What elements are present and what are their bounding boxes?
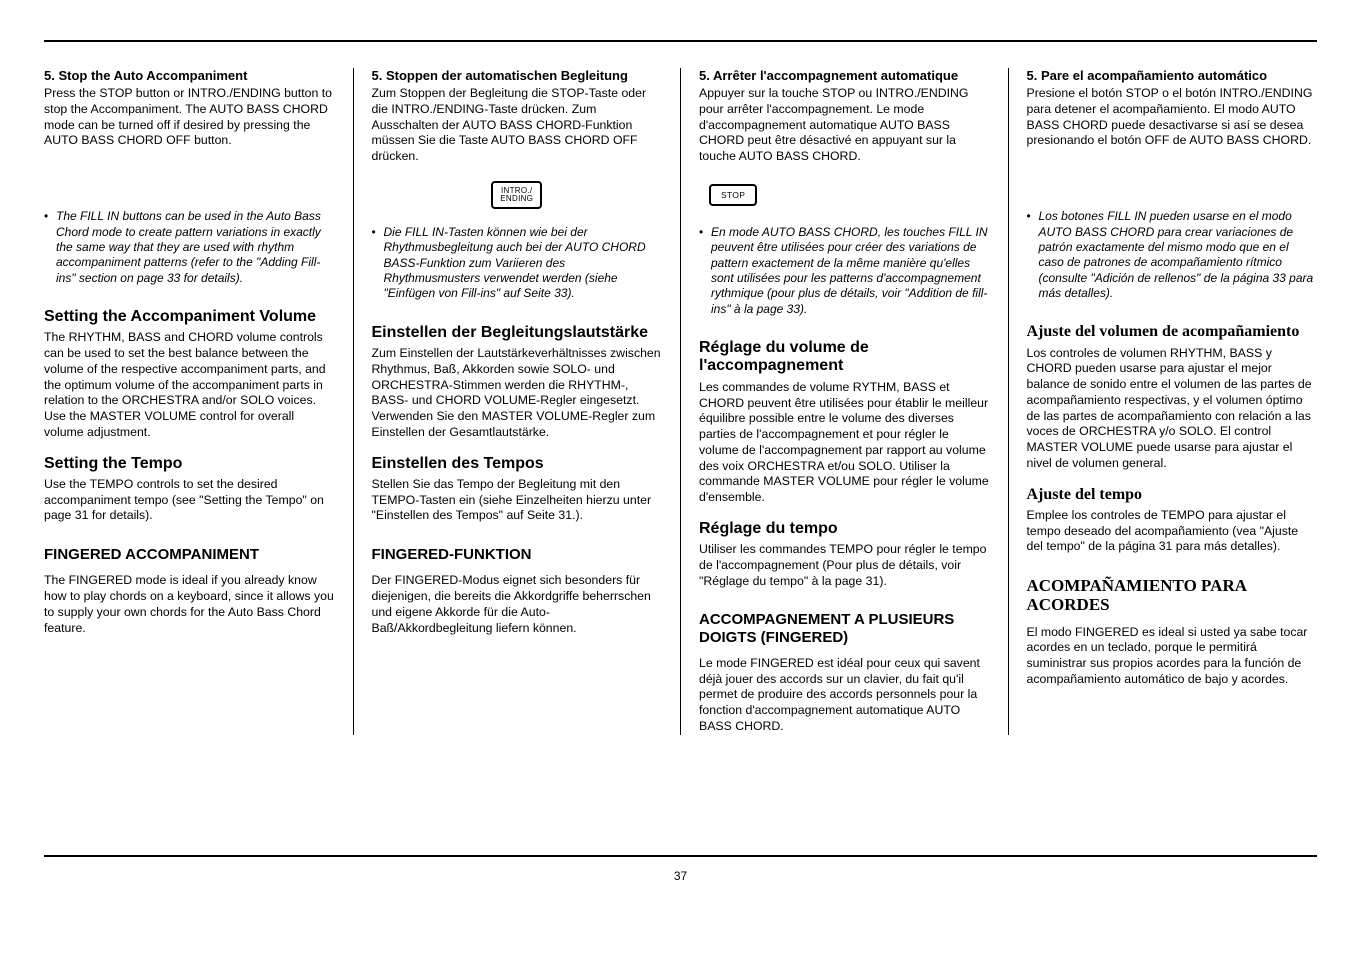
- fr-fing-body: Le mode FINGERED est idéal pour ceux qui…: [699, 656, 990, 735]
- es-fill-note: Los botones FILL IN pueden usarse en el …: [1027, 209, 1318, 301]
- de-tempo-title: Einstellen des Tempos: [372, 455, 663, 473]
- fr-fing-title: ACCOMPAGNEMENT A PLUSIEURS DOIGTS (FINGE…: [699, 611, 990, 646]
- page-number: 37: [44, 857, 1317, 883]
- de-fill-note: Die FILL IN-Tasten können wie bei der Rh…: [372, 225, 663, 302]
- es-tempo-title: Ajuste del tempo: [1027, 486, 1318, 504]
- es-tempo-body: Emplee los controles de TEMPO para ajust…: [1027, 508, 1318, 555]
- manual-page: 5. Stop the Auto Accompaniment Press the…: [44, 40, 1317, 857]
- de-s5-body: Zum Stoppen der Begleitung die STOP-Tast…: [372, 86, 663, 165]
- fr-s5-title: 5. Arrêter l'accompagnement automatique: [699, 68, 990, 84]
- de-s5-title: 5. Stoppen der automatischen Begleitung: [372, 68, 663, 84]
- column-divider: [353, 68, 354, 735]
- de-vol-body: Zum Einstellen der Lautstärkeverhältniss…: [372, 346, 663, 440]
- column-layout: 5. Stop the Auto Accompaniment Press the…: [44, 68, 1317, 735]
- es-vol-title: Ajuste del volumen de acompañamiento: [1027, 323, 1318, 341]
- button-row-spacer: [44, 149, 335, 209]
- stop-button-icon: STOP: [709, 184, 757, 207]
- column-spanish: 5. Pare el acompañamiento automático Pre…: [1027, 68, 1318, 735]
- de-fing-body: Der FINGERED-Modus eignet sich besonders…: [372, 573, 663, 636]
- es-fing-title: ACOMPAÑAMIENTO PARA ACORDES: [1027, 577, 1318, 614]
- button-row-intro: INTRO./ ENDING: [372, 165, 663, 225]
- es-vol-body: Los controles de volumen RHYTHM, BASS y …: [1027, 346, 1318, 472]
- en-fill-note: The FILL IN buttons can be used in the A…: [44, 209, 335, 286]
- column-english: 5. Stop the Auto Accompaniment Press the…: [44, 68, 335, 735]
- fr-vol-title: Réglage du volume de l'accompagnement: [699, 339, 990, 376]
- en-tempo-body: Use the TEMPO controls to set the desire…: [44, 477, 335, 524]
- column-divider: [680, 68, 681, 735]
- intro-ending-button-icon: INTRO./ ENDING: [491, 181, 542, 209]
- en-s5-body: Press the STOP button or INTRO./ENDING b…: [44, 86, 335, 149]
- en-fing-title: FINGERED ACCOMPANIMENT: [44, 546, 335, 563]
- en-fing-body: The FINGERED mode is ideal if you alread…: [44, 573, 335, 636]
- es-s5-body: Presione el botón STOP o el botón INTRO.…: [1027, 86, 1318, 149]
- button-row-stop: STOP: [699, 165, 990, 225]
- fr-s5-body: Appuyer sur la touche STOP ou INTRO./END…: [699, 86, 990, 165]
- es-s5-title: 5. Pare el acompañamiento automático: [1027, 68, 1318, 84]
- es-fing-body: El modo FINGERED es ideal si usted ya sa…: [1027, 625, 1318, 688]
- en-vol-title: Setting the Accompaniment Volume: [44, 308, 335, 326]
- de-tempo-body: Stellen Sie das Tempo der Begleitung mit…: [372, 477, 663, 524]
- button-row-spacer: [1027, 149, 1318, 209]
- column-french: 5. Arrêter l'accompagnement automatique …: [699, 68, 990, 735]
- column-german: 5. Stoppen der automatischen Begleitung …: [372, 68, 663, 735]
- en-vol-body: The RHYTHM, BASS and CHORD volume contro…: [44, 330, 335, 440]
- de-vol-title: Einstellen der Begleitungs­lautstärke: [372, 324, 663, 342]
- fr-fill-note: En mode AUTO BASS CHORD, les touches FIL…: [699, 225, 990, 317]
- en-s5-title: 5. Stop the Auto Accompaniment: [44, 68, 335, 84]
- fr-tempo-body: Utiliser les commandes TEMPO pour régler…: [699, 542, 990, 589]
- column-divider: [1008, 68, 1009, 735]
- de-fing-title: FINGERED-FUNKTION: [372, 546, 663, 563]
- fr-tempo-title: Réglage du tempo: [699, 520, 990, 538]
- en-tempo-title: Setting the Tempo: [44, 455, 335, 473]
- fr-vol-body: Les commandes de volume RYTHM, BASS et C…: [699, 380, 990, 506]
